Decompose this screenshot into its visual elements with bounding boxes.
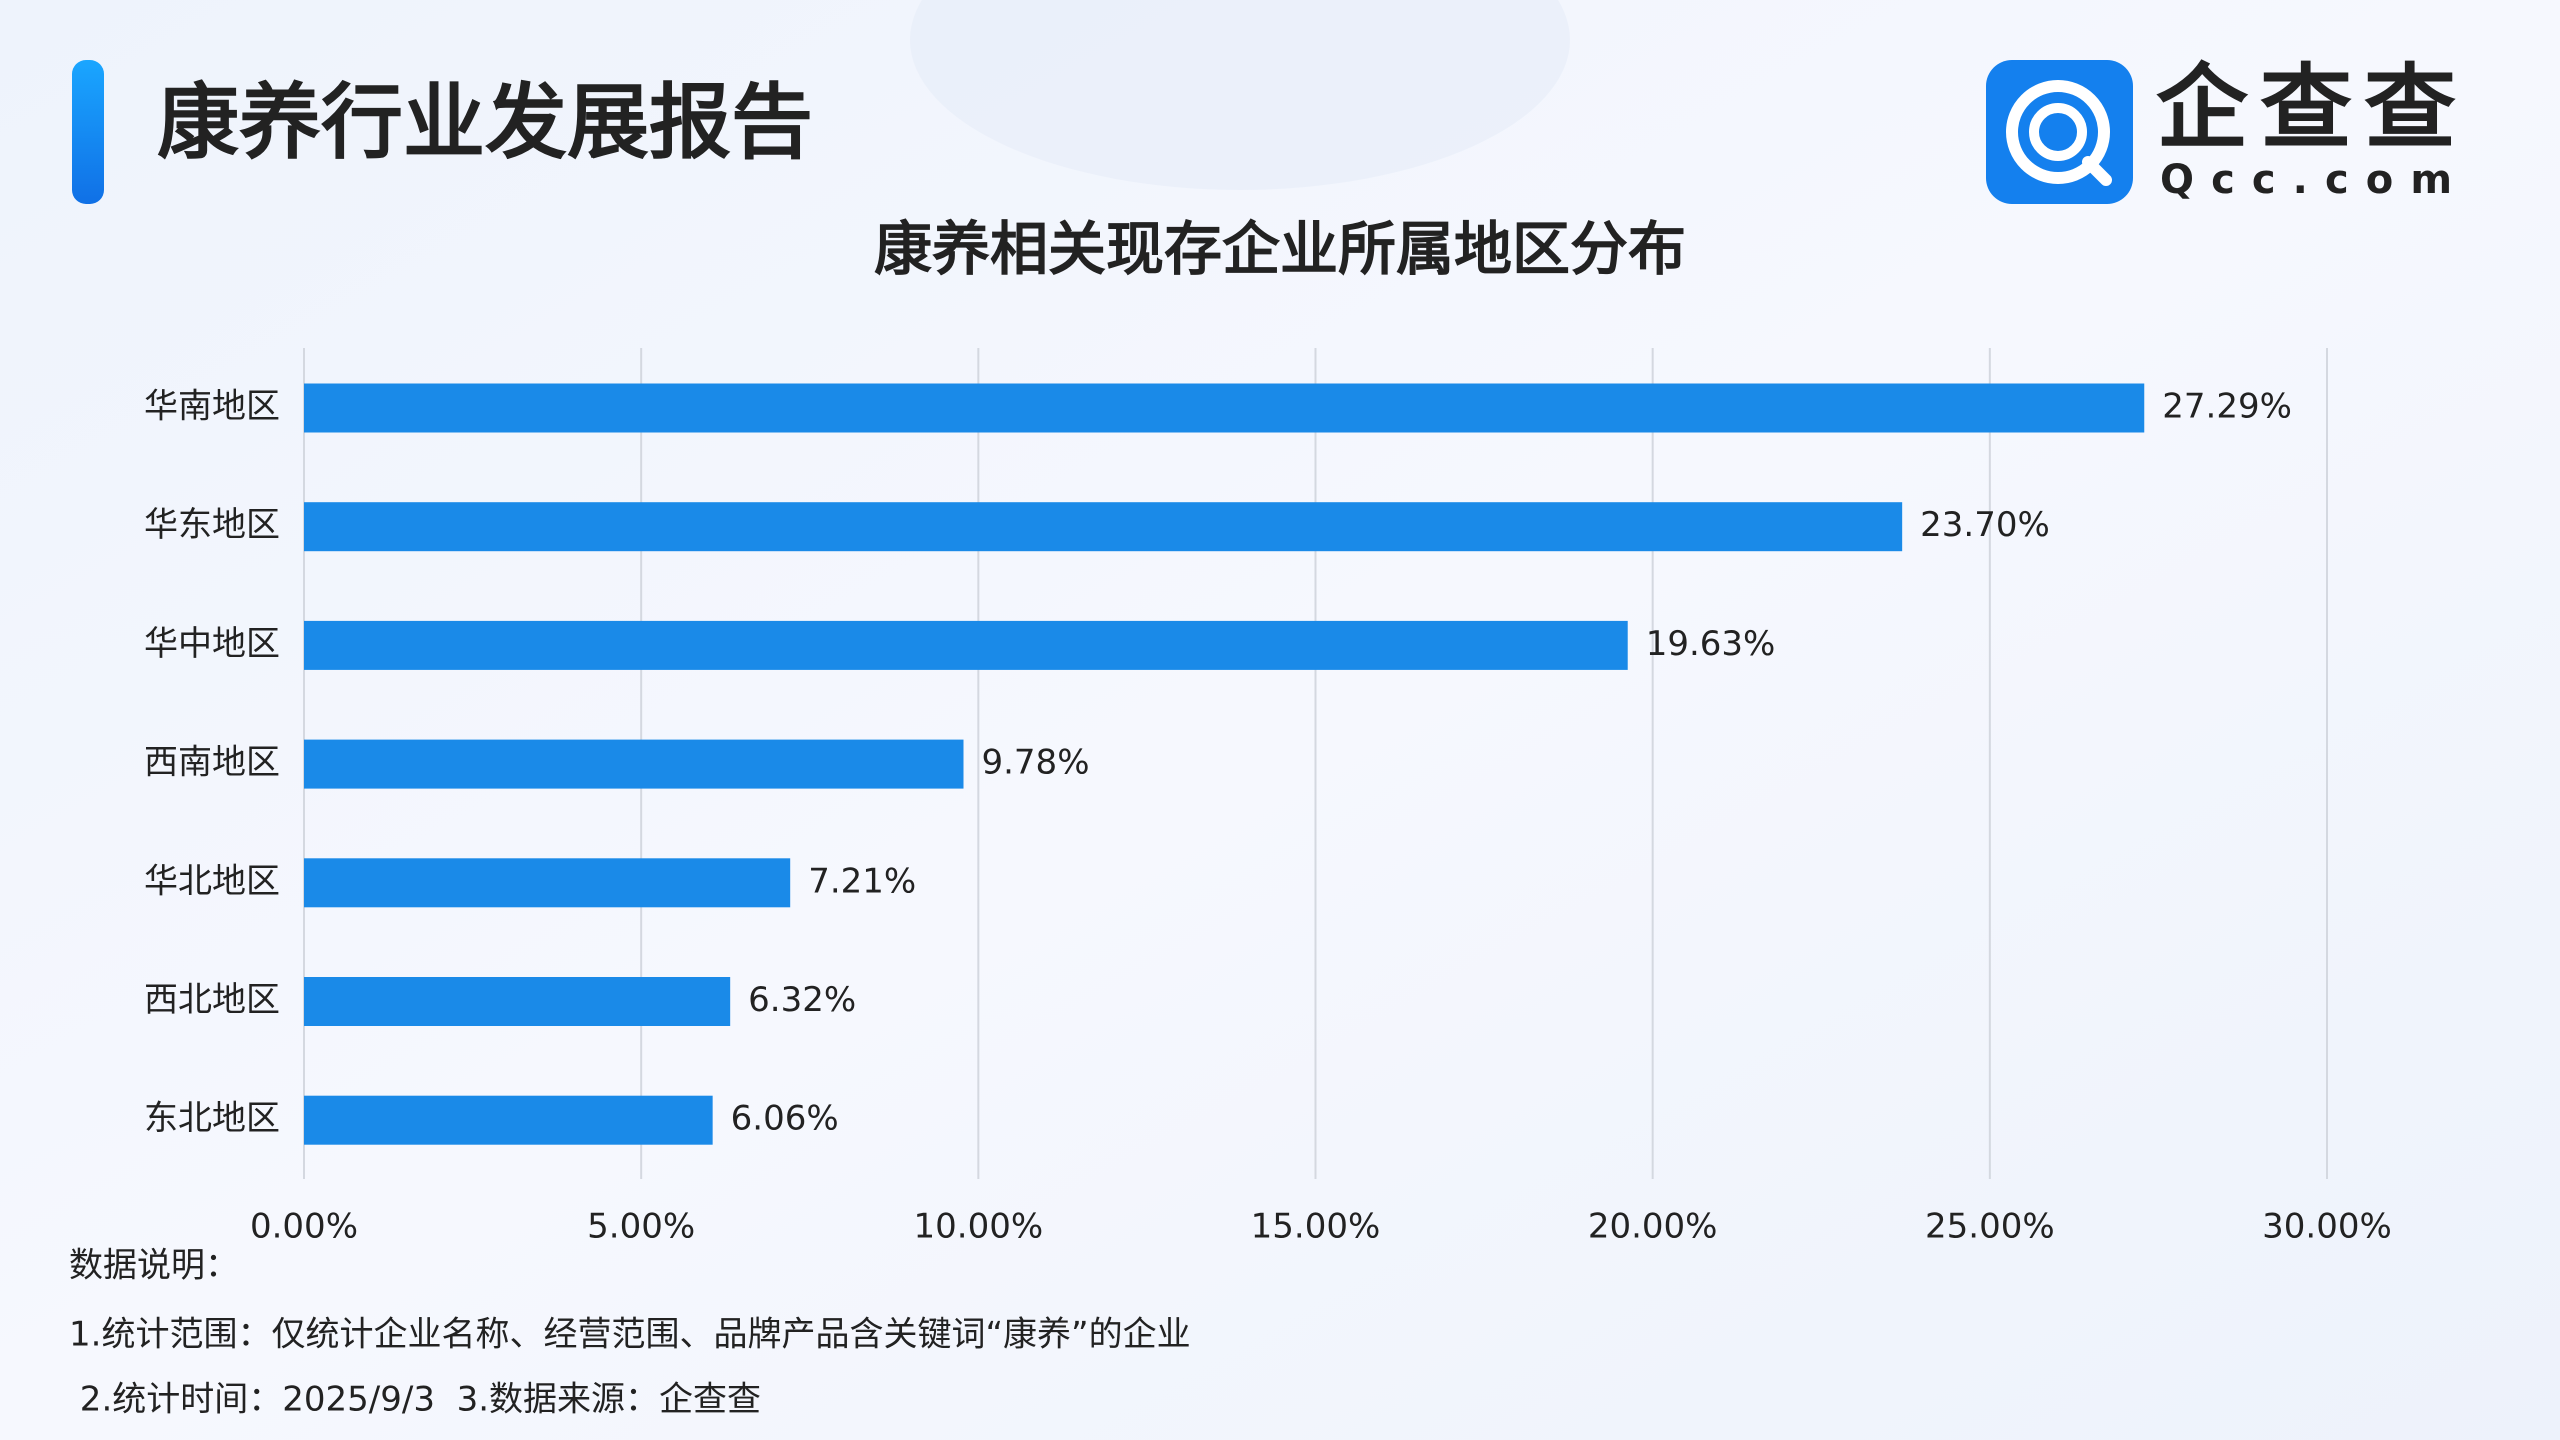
y-tick-label: 华北地区 [144, 861, 280, 901]
x-tick-label: 15.00% [1251, 1207, 1381, 1247]
bar [304, 739, 964, 789]
value-label: 23.70% [1920, 505, 2050, 545]
y-tick-label: 华中地区 [144, 624, 280, 664]
value-label: 6.32% [748, 980, 856, 1020]
note: 1.统计范围：仅统计企业名称、经营范围、品牌产品含关键词“康养”的企业 [69, 1315, 1191, 1355]
x-tick-label: 0.00% [250, 1207, 358, 1247]
value-label: 9.78% [981, 743, 1089, 783]
x-tick-label: 10.00% [914, 1207, 1044, 1247]
bar [304, 383, 2145, 433]
header-title: 康养行业发展报告 [157, 75, 813, 170]
y-tick-label: 东北地区 [144, 1099, 280, 1139]
logo [1986, 60, 2133, 204]
note: 2.统计时间：2025/9/3 3.数据来源：企查查 [69, 1380, 761, 1420]
brand-name: 企查查 [2156, 54, 2456, 161]
y-tick-label: 西南地区 [144, 743, 280, 783]
value-label: 27.29% [2162, 387, 2292, 427]
y-tick-label: 华东地区 [144, 505, 280, 545]
value-label: 19.63% [1646, 624, 1776, 664]
chart-title: 康养相关现存企业所属地区分布 [874, 215, 1686, 283]
bar [304, 1095, 713, 1145]
decor [910, 0, 1570, 190]
x-tick-label: 30.00% [2262, 1207, 2392, 1247]
x-tick-label: 25.00% [1925, 1207, 2055, 1247]
bar [304, 502, 1903, 552]
accent-bar [72, 60, 104, 204]
y-tick-label: 华南地区 [144, 387, 280, 427]
value-label: 6.06% [731, 1099, 839, 1139]
bar [304, 977, 731, 1026]
x-tick-label: 5.00% [587, 1207, 695, 1247]
note: 数据说明： [69, 1246, 239, 1286]
bar [304, 858, 791, 908]
value-label: 7.21% [808, 861, 916, 901]
x-tick-label: 20.00% [1588, 1207, 1718, 1247]
y-tick-label: 西北地区 [144, 980, 280, 1020]
plot: 0.00% 5.00% 10.00% 15.00% 20.00% 25.00% 30.00%… [144, 348, 2392, 1247]
bar [304, 620, 1628, 670]
